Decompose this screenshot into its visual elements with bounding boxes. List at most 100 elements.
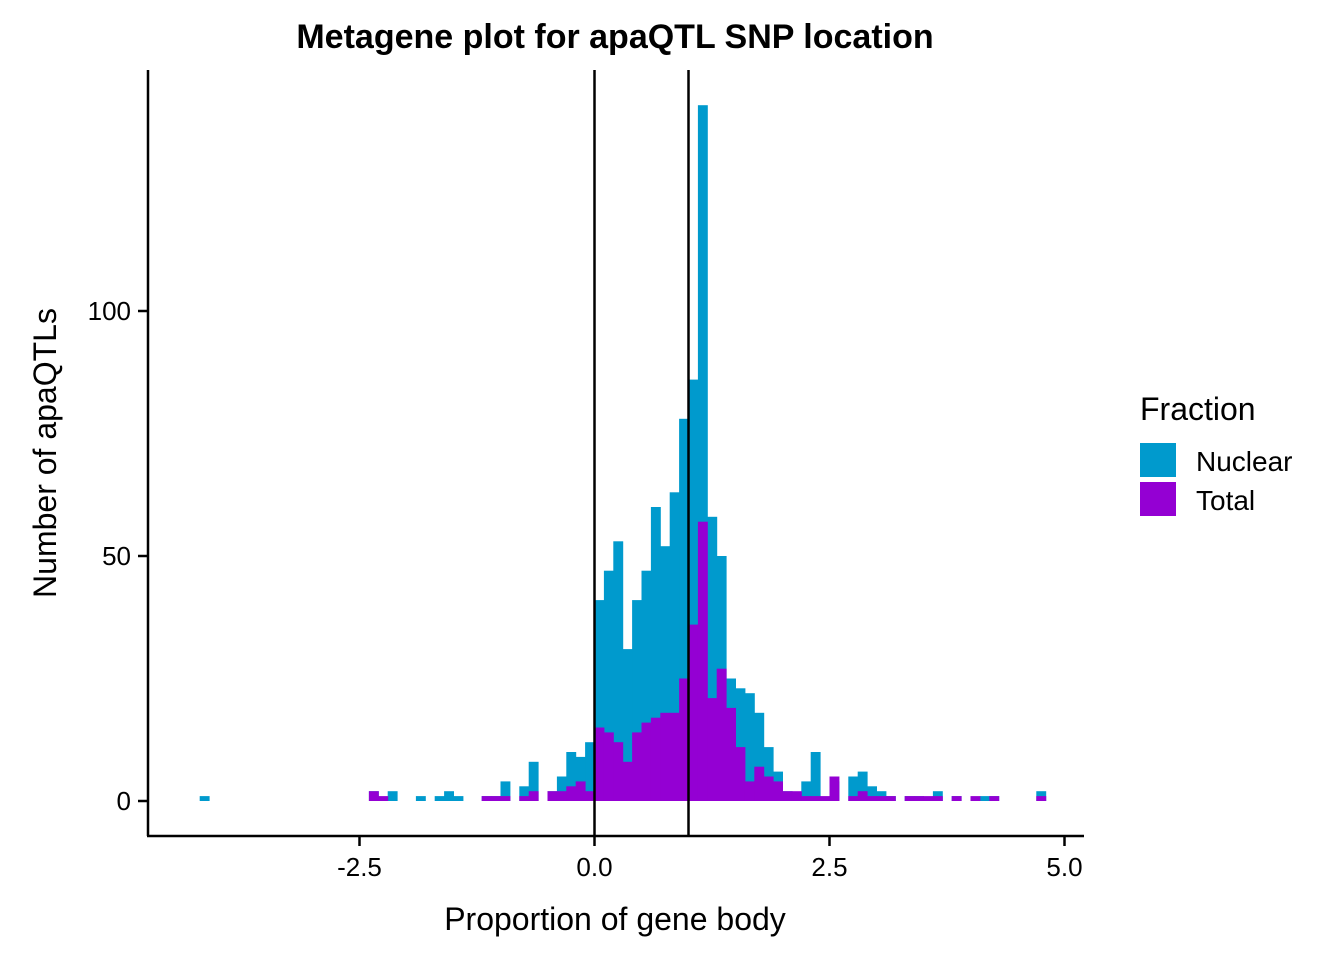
nuclear-bar — [660, 546, 671, 801]
total-bar — [500, 796, 511, 801]
nuclear-bar — [707, 516, 718, 801]
total-bar — [763, 776, 774, 801]
total-bar — [519, 796, 530, 801]
nuclear-bar — [867, 786, 877, 801]
nuclear-bar — [679, 418, 689, 801]
legend-title: Fraction — [1140, 391, 1256, 427]
nuclear-bar — [622, 649, 633, 801]
total-bar — [575, 781, 586, 801]
total-bar — [782, 791, 793, 801]
total-bar — [481, 796, 492, 801]
total-bar — [368, 791, 379, 801]
nuclear-bar — [697, 105, 708, 801]
total-bar — [528, 791, 539, 801]
x-tick-label: 5.0 — [1046, 852, 1082, 882]
legend-swatch-nuclear — [1140, 443, 1176, 477]
nuclear-bar — [528, 761, 539, 801]
y-tick-label: 50 — [102, 541, 131, 571]
y-tick-label: 0 — [117, 786, 131, 816]
nuclear-bar — [585, 742, 595, 801]
nuclear-bar — [415, 796, 426, 801]
legend-swatch-total — [1140, 482, 1176, 516]
total-bar — [801, 796, 812, 801]
total-bar — [914, 796, 924, 801]
nuclear-bar — [603, 570, 614, 801]
total-bar — [556, 791, 567, 801]
total-bar — [820, 796, 830, 801]
chart-title: Metagene plot for apaQTL SNP location — [296, 18, 933, 56]
nuclear-bar — [500, 781, 511, 801]
total-bar — [876, 796, 887, 801]
y-tick-label: 100 — [88, 296, 131, 326]
total-bar — [566, 786, 577, 801]
nuclear-bar — [575, 756, 586, 801]
total-bar — [650, 717, 661, 801]
nuclear-bar — [519, 786, 530, 801]
total-bar — [669, 712, 680, 801]
series-total — [368, 521, 1047, 801]
total-bar — [735, 747, 746, 801]
total-bar — [622, 761, 633, 801]
total-bar — [688, 624, 699, 801]
total-bar — [716, 668, 727, 801]
nuclear-bar — [763, 747, 774, 801]
nuclear-bar — [857, 771, 868, 801]
total-bar — [707, 698, 718, 801]
x-tick-label: 2.5 — [811, 852, 847, 882]
total-bar — [613, 742, 624, 801]
nuclear-bar — [594, 600, 605, 801]
nuclear-bar — [632, 600, 642, 801]
total-bar — [754, 766, 765, 801]
nuclear-bar — [754, 712, 765, 801]
total-bar — [932, 796, 943, 801]
total-bar — [857, 791, 868, 801]
total-bar — [641, 722, 652, 801]
nuclear-bar — [199, 796, 210, 801]
total-bar — [810, 796, 821, 801]
total-bar — [989, 796, 1000, 801]
nuclear-bar — [556, 776, 567, 801]
x-axis-ticks: -2.5 0.0 2.5 5.0 — [337, 836, 1083, 882]
x-tick-label: 0.0 — [576, 852, 612, 882]
nuclear-bar — [453, 796, 464, 801]
plot-area: -2.5 0.0 2.5 5.0 0 50 100 — [88, 70, 1084, 882]
total-bar — [726, 707, 736, 801]
total-bar — [923, 796, 934, 801]
nuclear-bar — [669, 492, 680, 801]
total-bar — [632, 732, 642, 801]
total-bar — [585, 791, 595, 801]
nuclear-bar — [979, 796, 990, 801]
legend-label-nuclear: Nuclear — [1196, 446, 1292, 477]
nuclear-bar — [848, 776, 859, 801]
total-bar — [951, 796, 962, 801]
total-bar — [378, 796, 389, 801]
series-nuclear — [199, 105, 1047, 801]
total-bar — [885, 796, 896, 801]
total-bar — [679, 678, 689, 801]
nuclear-bar — [444, 791, 454, 801]
total-bar — [697, 521, 708, 801]
nuclear-bar — [688, 379, 699, 801]
bars-layer — [199, 105, 1047, 801]
total-bar — [660, 712, 671, 801]
total-bar — [744, 781, 755, 801]
total-bar — [491, 796, 501, 801]
total-bar — [867, 796, 877, 801]
reference-lines — [593, 70, 690, 836]
nuclear-bar — [810, 752, 821, 801]
total-bar — [547, 791, 558, 801]
nuclear-bar — [613, 541, 624, 801]
nuclear-bar — [735, 688, 746, 801]
nuclear-bar — [641, 570, 652, 801]
nuclear-bar — [566, 752, 577, 801]
nuclear-bar — [434, 796, 445, 801]
nuclear-bar — [801, 781, 812, 801]
total-bar — [848, 796, 859, 801]
legend-label-total: Total — [1196, 485, 1255, 516]
x-tick-label: -2.5 — [337, 852, 382, 882]
x-axis-title: Proportion of gene body — [444, 901, 786, 937]
total-bar — [829, 776, 840, 801]
total-bar — [773, 781, 783, 801]
nuclear-bar — [387, 791, 398, 801]
